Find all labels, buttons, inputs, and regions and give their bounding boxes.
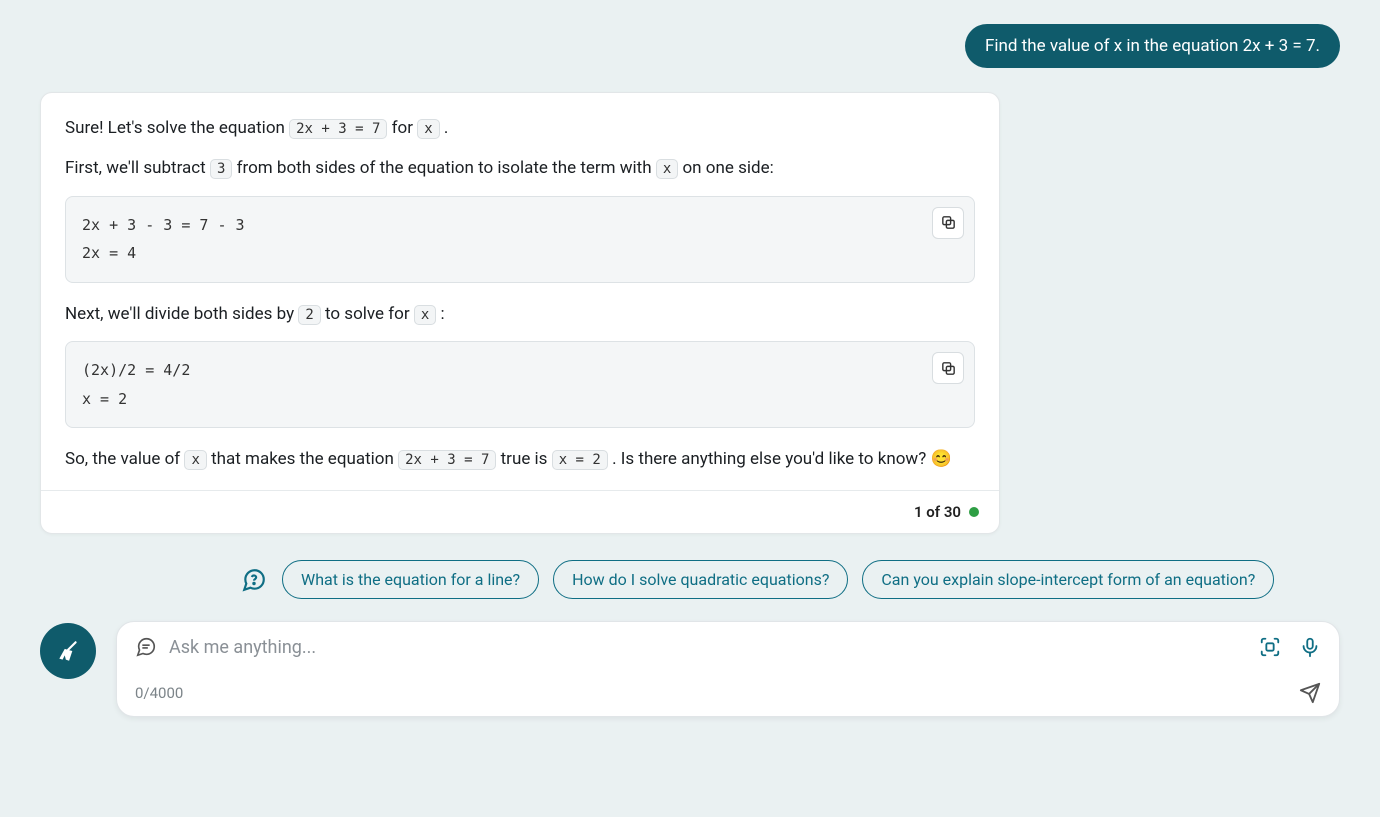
inline-code: x <box>184 450 206 470</box>
inline-code: 2x + 3 = 7 <box>289 119 387 139</box>
chat-icon <box>135 636 157 658</box>
composer-right-icons <box>1259 636 1321 658</box>
broom-icon <box>55 638 81 664</box>
assistant-paragraph: First, we'll subtract 3 from both sides … <box>65 155 975 181</box>
inline-code: x <box>656 159 678 179</box>
user-message-row: Find the value of x in the equation 2x +… <box>40 24 1340 68</box>
code-line: 2x = 4 <box>82 239 958 268</box>
text: So, the value of <box>65 449 184 469</box>
composer-bottom: 0/4000 <box>135 682 1321 704</box>
text: on one side: <box>682 158 773 178</box>
composer: 0/4000 <box>116 621 1340 717</box>
text: for <box>392 118 418 138</box>
text: : <box>441 304 445 324</box>
new-topic-button[interactable] <box>40 623 96 679</box>
help-icon[interactable] <box>240 566 268 594</box>
code-block: (2x)/2 = 4/2 x = 2 <box>65 341 975 428</box>
assistant-paragraph: Next, we'll divide both sides by 2 to so… <box>65 301 975 327</box>
inline-code: 3 <box>210 159 232 179</box>
text: to solve for <box>325 304 414 324</box>
text: First, we'll subtract <box>65 158 210 178</box>
inline-code: x = 2 <box>552 450 608 470</box>
copy-button[interactable] <box>932 352 964 384</box>
assistant-card: Sure! Let's solve the equation 2x + 3 = … <box>40 92 1000 534</box>
suggestion-chip[interactable]: What is the equation for a line? <box>282 560 539 599</box>
send-icon[interactable] <box>1299 682 1321 704</box>
copy-icon <box>940 360 957 377</box>
status-dot-icon <box>969 507 979 517</box>
code-line: (2x)/2 = 4/2 <box>82 356 958 385</box>
code-line: 2x + 3 - 3 = 7 - 3 <box>82 211 958 240</box>
suggestions-row: What is the equation for a line? How do … <box>40 560 1340 599</box>
text: Next, we'll divide both sides by <box>65 304 298 324</box>
image-search-icon[interactable] <box>1259 636 1281 658</box>
suggestion-chip[interactable]: Can you explain slope-intercept form of … <box>862 560 1274 599</box>
assistant-paragraph: Sure! Let's solve the equation 2x + 3 = … <box>65 115 975 141</box>
composer-row: 0/4000 <box>0 621 1380 717</box>
assistant-body: Sure! Let's solve the equation 2x + 3 = … <box>41 93 999 490</box>
text: from both sides of the equation to isola… <box>237 158 656 178</box>
text: . Is there anything else you'd like to k… <box>612 449 952 469</box>
card-footer: 1 of 30 <box>41 490 999 533</box>
char-counter: 0/4000 <box>135 684 183 702</box>
inline-code: x <box>414 305 436 325</box>
chat-area: Find the value of x in the equation 2x +… <box>0 0 1380 599</box>
suggestion-chip[interactable]: How do I solve quadratic equations? <box>553 560 848 599</box>
inline-code: 2x + 3 = 7 <box>398 450 496 470</box>
text: that makes the equation <box>211 449 398 469</box>
copy-icon <box>940 214 957 231</box>
response-counter: 1 of 30 <box>914 503 961 521</box>
code-line: x = 2 <box>82 385 958 414</box>
microphone-icon[interactable] <box>1299 636 1321 658</box>
user-message-bubble: Find the value of x in the equation 2x +… <box>965 24 1340 68</box>
text: true is <box>501 449 552 469</box>
text: Sure! Let's solve the equation <box>65 118 289 138</box>
copy-button[interactable] <box>932 207 964 239</box>
text: . <box>444 118 448 138</box>
message-input[interactable] <box>169 637 1247 658</box>
composer-top <box>135 636 1321 658</box>
inline-code: x <box>417 119 439 139</box>
assistant-paragraph: So, the value of x that makes the equati… <box>65 446 975 472</box>
code-block: 2x + 3 - 3 = 7 - 3 2x = 4 <box>65 196 975 283</box>
inline-code: 2 <box>298 305 320 325</box>
